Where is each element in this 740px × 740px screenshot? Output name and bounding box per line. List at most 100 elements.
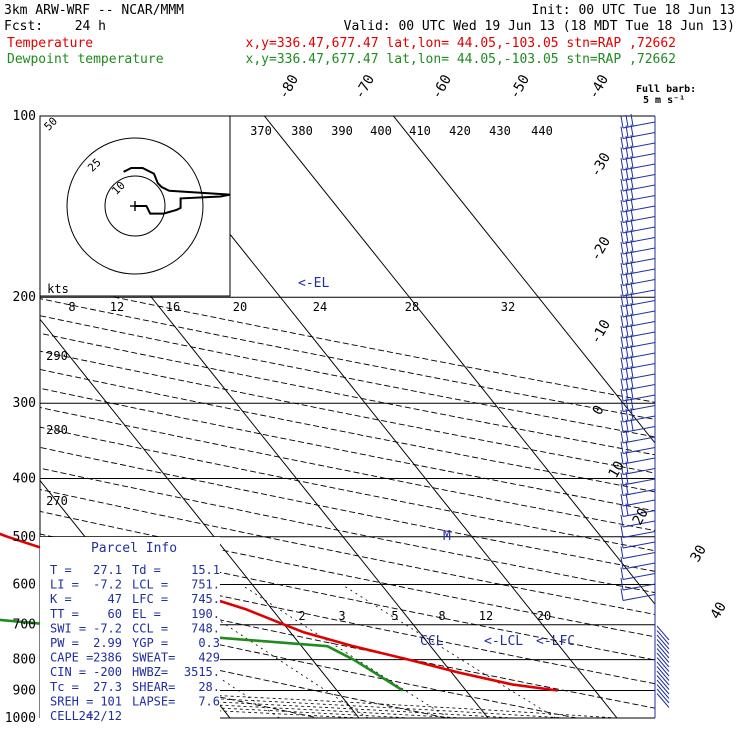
- wind-barb: [620, 166, 656, 181]
- barb-flag: [625, 492, 629, 506]
- temperature-trace: [0, 532, 558, 692]
- hodograph-ring: [104, 175, 166, 237]
- speed-label: 16: [166, 300, 180, 314]
- barb-flag: [630, 271, 634, 284]
- barb-flag: [625, 303, 629, 317]
- barb-flag: [625, 146, 629, 159]
- hodograph-ring: [66, 137, 204, 275]
- barb-flag: [630, 113, 634, 127]
- barb-shaft: [622, 573, 656, 580]
- wind-barb: [620, 355, 656, 370]
- barb-flag: [625, 335, 629, 348]
- isotherm-line: [393, 116, 655, 444]
- barb-flag: [620, 210, 624, 223]
- barb-flag: [620, 504, 624, 517]
- speed-label: 20: [233, 300, 247, 314]
- wind-barb-low: [656, 679, 670, 695]
- wind-barb: [620, 365, 656, 381]
- barb-shaft: [622, 499, 656, 507]
- barb-flag: [625, 167, 629, 180]
- wind-barb: [620, 567, 656, 580]
- parcel-key: LI =: [50, 578, 79, 592]
- barb-shaft: [622, 363, 656, 370]
- wind-barb: [620, 229, 656, 244]
- barb-flag: [630, 397, 634, 410]
- annotation-label: <-LCL: [484, 634, 523, 649]
- wind-barb: [620, 546, 656, 559]
- barb-shaft: [622, 510, 656, 517]
- barb-flag: [625, 261, 629, 275]
- isotherm-label: 40: [708, 599, 730, 622]
- barb-flag: [620, 409, 624, 423]
- wind-barb: [620, 187, 656, 202]
- theta-label: 430: [489, 124, 511, 138]
- isotherm-line: [40, 318, 360, 718]
- barb-flag: [620, 252, 624, 265]
- barb-flag: [630, 292, 634, 305]
- barb-flag: [620, 514, 624, 528]
- barb-flag: [630, 260, 634, 274]
- isotherm-label: 0: [590, 403, 608, 418]
- barb-flag: [630, 365, 634, 379]
- wind-barb: [620, 113, 656, 129]
- barb-flag: [620, 399, 624, 412]
- barb-flag: [620, 420, 624, 433]
- barb-shaft: [622, 300, 656, 307]
- barb-shaft: [622, 184, 656, 192]
- barb-flag: [620, 535, 624, 549]
- isotherm-label: 20: [630, 505, 652, 528]
- barb-shaft: [622, 268, 656, 276]
- parcel-value: -200: [93, 665, 122, 679]
- barb-shaft: [622, 310, 656, 318]
- wind-barb-low: [656, 634, 670, 650]
- theta-label: 420: [449, 124, 471, 138]
- pressure-label: 800: [13, 653, 36, 668]
- parcel-value: 0.3: [198, 636, 220, 650]
- barb-flag: [620, 483, 624, 496]
- barb-shaft: [622, 132, 656, 139]
- barb-flag: [625, 282, 629, 296]
- barb-flag: [620, 462, 624, 475]
- barb-shaft: [622, 468, 656, 475]
- parcel-value: 745.: [191, 592, 220, 606]
- barb-flag: [625, 230, 629, 243]
- barb-flag: [625, 482, 629, 495]
- barb-flag: [625, 419, 629, 432]
- barb-flag: [630, 376, 634, 389]
- parcel-key: LAPSE=: [132, 694, 175, 708]
- barb-flag: [625, 366, 629, 380]
- barb-shaft: [622, 258, 656, 265]
- wind-barb: [620, 281, 656, 297]
- barb-flag: [620, 451, 624, 465]
- wind-barb-low: [656, 643, 670, 659]
- pressure-label: 300: [13, 396, 36, 411]
- barb-flag: [625, 188, 629, 201]
- barb-flag: [620, 157, 624, 171]
- barb-shaft: [622, 121, 656, 129]
- dry-adiabat: [40, 467, 655, 594]
- wind-barb: [620, 334, 656, 349]
- wind-barb: [620, 155, 656, 171]
- barb-shaft: [622, 405, 656, 412]
- wind-barb: [620, 461, 656, 475]
- parcel-value: -7.2: [93, 621, 122, 635]
- parcel-value: 2.99: [93, 636, 122, 650]
- isotherm-label: -70: [352, 72, 379, 102]
- barb-flag: [620, 325, 624, 339]
- speed-label: kts: [47, 282, 69, 296]
- barb-shaft: [622, 153, 656, 160]
- isotherm-label: -20: [588, 234, 615, 264]
- barb-shaft: [622, 373, 656, 381]
- barb-flag: [625, 156, 629, 170]
- wind-barb: [620, 134, 656, 150]
- parcel-value: 47: [108, 592, 122, 606]
- barb-flag: [630, 166, 634, 179]
- barb-flag: [630, 124, 634, 137]
- wind-barb-low: [656, 625, 670, 641]
- barb-flag: [620, 231, 624, 244]
- wind-barb-low: [656, 675, 670, 690]
- parcel-value: 2386: [93, 651, 122, 665]
- parcel-value: 101: [100, 694, 122, 708]
- wind-barb: [620, 525, 656, 538]
- isotherm-label: -80: [276, 72, 303, 102]
